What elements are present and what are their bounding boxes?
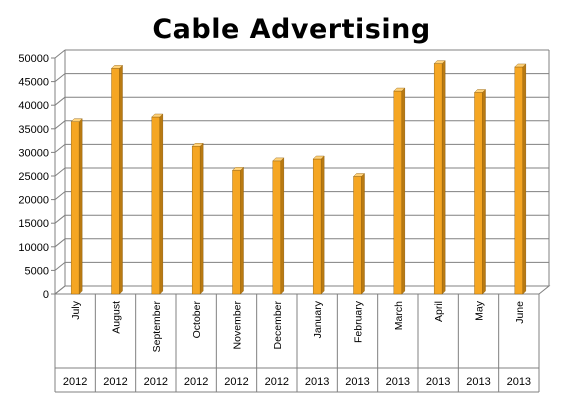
gridline-side <box>54 49 66 59</box>
bar <box>191 142 204 295</box>
x-tick-label: May <box>474 300 486 321</box>
bar-side <box>361 172 365 295</box>
bar-top <box>474 89 486 93</box>
bar-top <box>393 87 406 92</box>
bar-front <box>191 146 201 295</box>
bar <box>353 172 365 295</box>
gridline-side <box>54 120 66 130</box>
x-tick-label: July <box>70 300 82 319</box>
bar-side <box>78 118 83 295</box>
gridline-side <box>54 238 66 248</box>
bar <box>312 155 325 295</box>
bar-top <box>191 143 204 147</box>
gridline-side <box>54 96 66 106</box>
y-tick-label: 40000 <box>18 100 49 112</box>
bar-side <box>320 155 325 295</box>
year-label: 2013 <box>345 376 369 388</box>
bars <box>70 60 527 295</box>
axes <box>51 50 551 393</box>
bar-front <box>232 170 241 295</box>
gridline-side <box>54 262 66 271</box>
y-tick-label: 30000 <box>18 147 49 159</box>
gridline-side <box>54 167 66 177</box>
x-tick-label: February <box>353 300 365 343</box>
bar <box>111 64 123 295</box>
bar-top <box>151 113 164 118</box>
y-tick-label: 10000 <box>18 242 49 254</box>
year-label: 2012 <box>63 376 87 388</box>
bar-side <box>159 113 164 295</box>
year-label: 2013 <box>426 376 450 388</box>
bar-top <box>70 118 83 122</box>
bar-top <box>272 157 285 162</box>
bar-front <box>433 63 443 295</box>
y-tick-label: 20000 <box>18 195 49 207</box>
year-label: 2013 <box>305 376 329 388</box>
x-tick-label: March <box>393 301 405 330</box>
y-tick-label: 5000 <box>25 265 49 277</box>
y-tick-label: 45000 <box>18 77 49 89</box>
year-label: 2012 <box>103 376 127 388</box>
gridline-side <box>54 191 66 200</box>
bar-side <box>482 88 486 295</box>
bar-front <box>70 121 80 295</box>
bar-front <box>151 116 161 295</box>
gridline-side <box>54 144 66 153</box>
year-label: 2012 <box>224 376 248 388</box>
x-tick-label: June <box>514 301 526 324</box>
bar-front <box>474 92 483 295</box>
gridline-side <box>54 73 66 82</box>
bar <box>474 88 486 295</box>
bar-side <box>401 87 406 295</box>
bar-top <box>433 60 446 64</box>
year-label: 2012 <box>184 376 208 388</box>
y-tick-label: 35000 <box>18 124 49 136</box>
year-label: 2012 <box>265 376 289 388</box>
year-label: 2012 <box>144 376 168 388</box>
y-tick-label: 25000 <box>18 171 49 183</box>
bar-top <box>514 63 527 68</box>
bar-front <box>514 66 524 295</box>
y-tick-label: 0 <box>43 289 49 301</box>
bar-side <box>280 157 285 295</box>
y-tick-label: 15000 <box>18 218 49 230</box>
x-tick-label: September <box>151 301 163 353</box>
year-label: 2013 <box>466 376 490 388</box>
gridline-side <box>54 214 66 224</box>
bar <box>232 166 244 295</box>
bar-front <box>312 158 322 295</box>
bar-front <box>272 160 282 295</box>
bar-side <box>522 63 527 295</box>
bar-side <box>240 166 244 295</box>
x-tick-label: November <box>232 300 244 349</box>
bar-top <box>312 155 325 160</box>
bar <box>151 113 164 295</box>
y-tick-label: 50000 <box>18 53 49 65</box>
chart-title: Cable Advertising <box>152 14 431 45</box>
bar <box>272 157 285 295</box>
year-label: 2013 <box>507 376 531 388</box>
x-tick-label: August <box>111 301 123 334</box>
bar <box>70 118 83 295</box>
bar-top <box>353 173 365 177</box>
bar-top <box>232 167 244 171</box>
bar-front <box>353 176 362 295</box>
x-tick-label: April <box>433 301 445 322</box>
x-tick-label: December <box>272 300 284 349</box>
labels: 0 5000 10000 15000 20000 25000 30000 35000 40000… <box>18 53 531 388</box>
bar-side <box>199 142 204 295</box>
bar-top <box>111 65 123 69</box>
bar <box>393 87 406 295</box>
bar-front <box>111 68 120 295</box>
year-label: 2013 <box>386 376 410 388</box>
x-tick-label: October <box>191 301 203 339</box>
bar-side <box>441 60 446 295</box>
bar <box>514 63 527 295</box>
x-tick-label: January <box>312 300 324 338</box>
bar-side <box>119 64 123 295</box>
bar-front <box>393 90 403 295</box>
bar <box>433 60 446 295</box>
